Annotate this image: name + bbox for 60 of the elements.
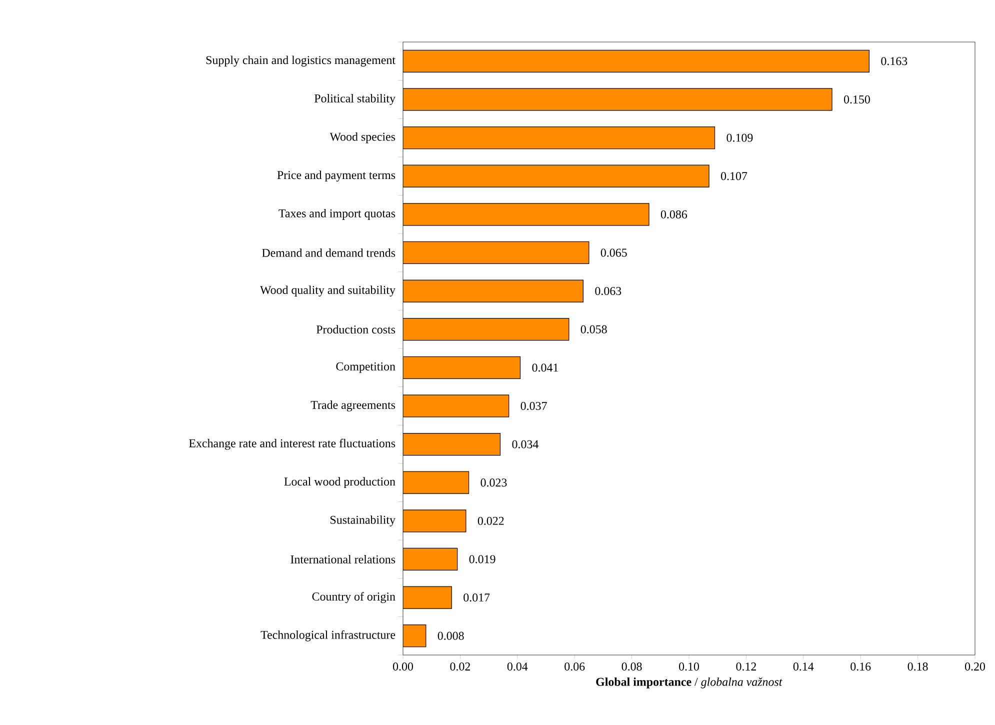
y-tick-label: Sustainability	[330, 515, 396, 526]
data-label: 0.022	[478, 516, 504, 525]
bar	[403, 394, 510, 418]
x-axis-title: Global importance / globalna važnost	[596, 677, 782, 688]
y-tick-label: Taxes and import quotas	[278, 208, 396, 220]
data-label: 0.041	[532, 364, 558, 372]
bar	[403, 241, 590, 264]
bar	[403, 280, 584, 302]
y-tick-label: Competition	[336, 362, 396, 373]
y-tick-label: Country of origin	[312, 592, 396, 604]
bar	[403, 432, 501, 456]
data-label: 0.023	[480, 478, 507, 487]
data-label: 0.065	[600, 248, 627, 257]
y-tick-label: International relations	[290, 555, 396, 564]
x-tick-label: 0.14	[793, 662, 814, 671]
data-label: 0.107	[721, 172, 748, 180]
y-tick-label: Price and payment terms	[277, 170, 396, 182]
data-label: 0.058	[580, 325, 607, 334]
y-tick-label: Technological infrastructure	[260, 630, 396, 642]
data-label: 0.063	[595, 286, 622, 296]
x-tick-label: 0.16	[850, 662, 871, 671]
data-label: 0.109	[726, 134, 753, 142]
data-label: 0.034	[512, 440, 538, 448]
y-tick-label: Local wood production	[284, 477, 396, 488]
bar	[403, 586, 452, 609]
bar	[403, 548, 458, 571]
data-label: 0.037	[520, 402, 547, 410]
data-label: 0.008	[438, 632, 464, 640]
data-label: 0.163	[881, 57, 908, 66]
data-label: 0.017	[464, 593, 490, 602]
bar	[403, 356, 521, 379]
bar	[403, 126, 716, 150]
y-tick-label: Exchange rate and interest rate fluctuations	[189, 438, 396, 450]
x-tick-label: 0.02	[450, 662, 470, 671]
x-tick-label: 0.18	[908, 662, 928, 671]
x-tick-label: 0.12	[736, 662, 756, 671]
y-tick-label: Political stability	[314, 94, 396, 105]
bar	[403, 624, 426, 648]
bar	[403, 88, 832, 111]
y-tick-label: Wood quality and suitability	[260, 286, 396, 296]
y-tick-label: Demand and demand trends	[262, 248, 396, 257]
data-label: 0.150	[844, 95, 870, 104]
bar	[403, 318, 570, 341]
x-tick-label: 0.06	[564, 662, 585, 671]
data-label: 0.086	[660, 210, 688, 218]
y-tick-label: Wood species	[330, 132, 396, 144]
y-tick-label: Trade agreements	[310, 400, 396, 412]
bar	[403, 203, 650, 226]
y-tick-label: Supply chain and logistics management	[206, 56, 396, 67]
x-tick-label: 0.20	[965, 662, 986, 671]
data-label: 0.019	[469, 555, 496, 564]
y-tick-label: Production costs	[316, 325, 396, 334]
x-tick-label: 0.04	[507, 662, 528, 671]
x-tick-label: 0.08	[622, 662, 642, 671]
x-tick-label: 0.10	[678, 662, 700, 671]
bar	[403, 510, 466, 532]
bar	[403, 164, 710, 188]
bar	[403, 50, 870, 72]
bar	[403, 471, 470, 494]
x-tick-label: 0.00	[392, 662, 413, 671]
